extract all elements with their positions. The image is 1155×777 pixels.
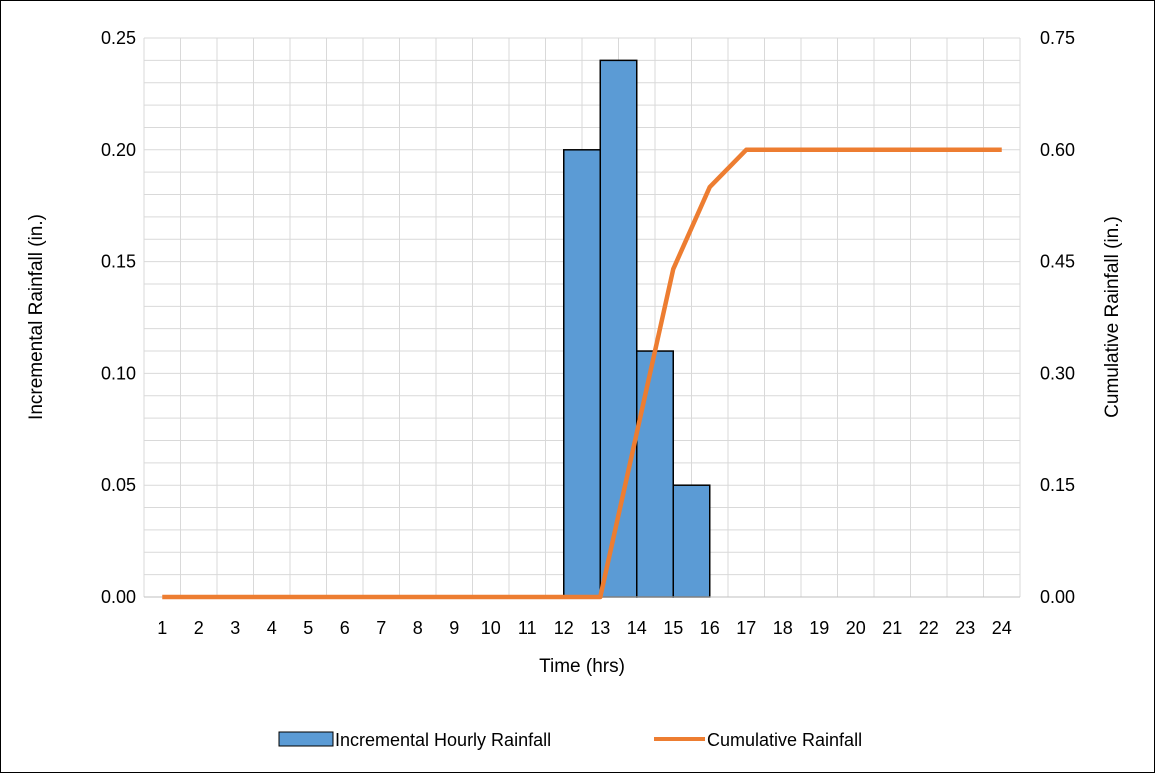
- x-tick-label: 5: [303, 618, 313, 638]
- x-tick-label: 23: [955, 618, 975, 638]
- x-tick-label: 15: [663, 618, 683, 638]
- legend-label-line: Cumulative Rainfall: [707, 730, 862, 750]
- x-tick-label: 9: [449, 618, 459, 638]
- x-tick-label: 4: [267, 618, 277, 638]
- bar-14.5: [636, 350, 674, 598]
- x-tick-label: 21: [882, 618, 902, 638]
- x-tick-label: 8: [413, 618, 423, 638]
- y-axis-title: Incremental Rainfall (in.): [26, 214, 47, 420]
- x-tick-label: 22: [919, 618, 939, 638]
- x-tick-label: 1: [157, 618, 167, 638]
- x-tick-label: 20: [846, 618, 866, 638]
- y-tick-label: 0.20: [101, 140, 136, 160]
- x-tick-label: 16: [700, 618, 720, 638]
- y2-tick-label: 0.00: [1040, 587, 1075, 607]
- y-tick-label: 0.00: [101, 587, 136, 607]
- bar-15.5: [672, 484, 711, 598]
- x-tick-label: 12: [554, 618, 574, 638]
- cumulative-line-group: [162, 147, 1002, 600]
- x-tick-label: 6: [340, 618, 350, 638]
- y2-tick-label: 0.30: [1040, 363, 1075, 383]
- x-tick-label: 19: [809, 618, 829, 638]
- legend-label-bar: Incremental Hourly Rainfall: [335, 730, 551, 750]
- y-tick-label: 0.25: [101, 28, 136, 48]
- y2-tick-label: 0.75: [1040, 28, 1075, 48]
- y2-axis-title: Cumulative Rainfall (in.): [1102, 216, 1123, 418]
- x-tick-label: 13: [590, 618, 610, 638]
- y2-tick-label: 0.45: [1040, 252, 1075, 272]
- tick-labels: 0.00 0.05 0.10 0.15 0.20 0.25 0.00 0.15 0.30 0.45…: [101, 28, 1075, 638]
- x-tick-label: 7: [376, 618, 386, 638]
- x-tick-label: 2: [194, 618, 204, 638]
- x-tick-label: 3: [230, 618, 240, 638]
- x-tick-label: 18: [773, 618, 793, 638]
- x-tick-label: 24: [992, 618, 1012, 638]
- legend-swatch-bar: [278, 731, 334, 747]
- x-tick-label: 10: [481, 618, 501, 638]
- y2-tick-label: 0.60: [1040, 140, 1075, 160]
- x-tick-label: 17: [736, 618, 756, 638]
- bar-12.5: [563, 149, 601, 598]
- cumulative-rainfall-line: [162, 147, 1002, 600]
- y-tick-label: 0.10: [101, 363, 136, 383]
- y-tick-label: 0.05: [101, 475, 136, 495]
- x-axis-title: Time (hrs): [539, 656, 625, 677]
- y-tick-label: 0.15: [101, 252, 136, 272]
- y2-tick-label: 0.15: [1040, 475, 1075, 495]
- x-tick-label: 14: [627, 618, 647, 638]
- x-tick-label: 11: [518, 618, 537, 638]
- legend: Incremental Hourly Rainfall Cumulative R…: [278, 730, 862, 750]
